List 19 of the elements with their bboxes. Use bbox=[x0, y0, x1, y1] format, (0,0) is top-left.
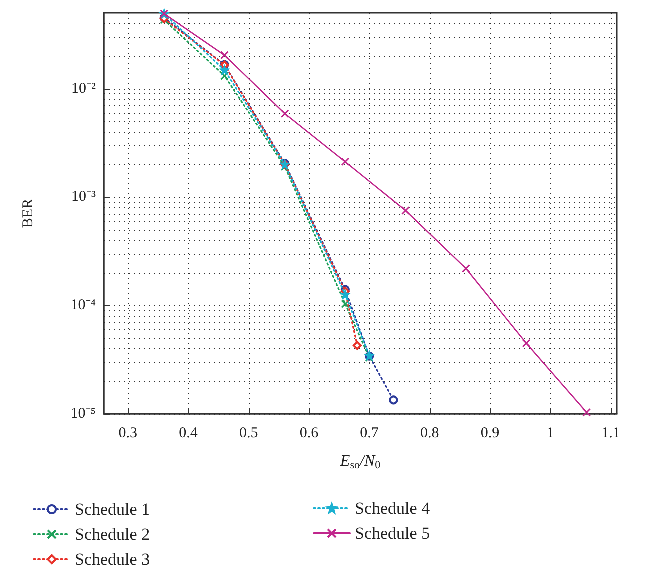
x-tick-label: 0.9 bbox=[480, 426, 500, 442]
y-tick-label: 10⁻² bbox=[72, 80, 96, 97]
x-tick-label: 0.3 bbox=[118, 426, 138, 442]
y-tick-label: 10⁻⁴ bbox=[70, 298, 96, 314]
x-tick-label: 0.7 bbox=[360, 426, 380, 442]
x-tick-label: 1.1 bbox=[602, 426, 620, 442]
y-tick-label: 10⁻³ bbox=[72, 189, 96, 206]
legend-label: Schedule 5 bbox=[355, 524, 430, 543]
y-axis-title: BER bbox=[20, 198, 36, 228]
x-tick-label: 0.4 bbox=[179, 426, 198, 442]
x-tick-label: 0.8 bbox=[420, 426, 440, 442]
x-tick-label: 0.6 bbox=[300, 426, 320, 442]
legend-label: Schedule 3 bbox=[75, 550, 150, 569]
legend-label: Schedule 4 bbox=[355, 499, 431, 518]
legend-label: Schedule 1 bbox=[75, 500, 150, 519]
x-tick-label: 0.5 bbox=[239, 426, 258, 442]
x-tick-label: 1 bbox=[546, 426, 554, 442]
y-tick-label: 10⁻⁵ bbox=[70, 406, 96, 422]
legend-label: Schedule 2 bbox=[75, 525, 150, 544]
